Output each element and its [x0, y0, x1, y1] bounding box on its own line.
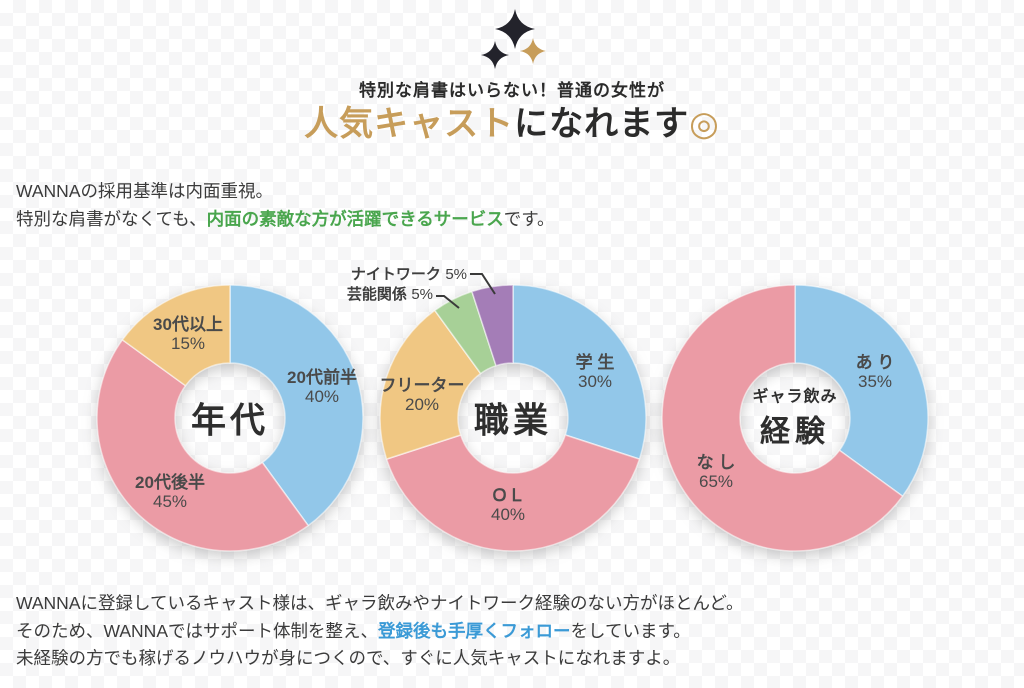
outro-line1: WANNAに登録しているキャスト様は、ギャラ飲みやナイトワーク経験のない方がほと…: [16, 593, 744, 613]
outro-highlight: 登録後も手厚くフォロー: [378, 620, 571, 641]
chart-occupation-title: 職業: [473, 401, 552, 441]
hero-title-mark: ◎: [689, 105, 720, 143]
segment-label: あ り 35%: [855, 353, 895, 391]
chart-occupation: 職業 学 生 30% ＯＬ 40% フリーター 20% 芸能関係 5% ナイトワ…: [347, 266, 648, 553]
hero-title-rest: になれます: [514, 105, 690, 143]
segment-label: フリーター 20%: [379, 376, 465, 414]
intro-highlight: 内面の素敵な方が活躍できるサービス: [206, 208, 504, 229]
segment-label: 20代前半 40%: [287, 368, 357, 406]
segment-label: 学 生 30%: [575, 353, 615, 391]
sparkle-icons: [481, 9, 546, 69]
leader-line-entertainment: [436, 295, 460, 309]
intro-line2: 特別な肩書がなくても、内面の素敵な方が活躍できるサービスです。: [16, 208, 555, 229]
segment-label: 30代以上 15%: [153, 315, 223, 353]
sparkle-large-icon: [495, 9, 535, 49]
segment-label: 20代後半 45%: [135, 473, 205, 511]
intro-paragraph: WANNAの採用基準は内面重視。 特別な肩書がなくても、内面の素敵な方が活躍でき…: [16, 178, 554, 233]
hero-subtitle: 特別な肩書はいらない！普通の女性が: [359, 81, 665, 100]
segment-label-entertainment: 芸能関係 5%: [346, 286, 433, 303]
chart-age: 年代 20代前半 40% 20代後半 45% 30代以上 15%: [95, 283, 365, 553]
chart-age-title: 年代: [190, 401, 269, 441]
segment-label: な し 65%: [696, 453, 736, 491]
intro-line1: WANNAの採用基準は内面重視。: [16, 181, 273, 201]
hero-title-highlight: 人気キャスト: [304, 105, 515, 143]
outro-paragraph: WANNAに登録しているキャスト様は、ギャラ飲みやナイトワーク経験のない方がほと…: [16, 590, 744, 673]
leader-line-nightwork: [470, 273, 496, 295]
segment-label: ＯＬ 40%: [490, 486, 526, 524]
outro-line3: 未経験の方でも稼げるノウハウが身につくので、すぐに人気キャストになれますよ。: [16, 648, 681, 668]
hero-title: 人気キャストになれます◎: [0, 96, 1024, 145]
sparkle-gold-icon: [520, 38, 546, 64]
sparkle-small-icon: [481, 41, 509, 69]
outro-line2: そのため、WANNAではサポート体制を整え、登録後も手厚くフォローをしています。: [16, 620, 691, 641]
segment-label-nightwork: ナイトワーク 5%: [350, 266, 467, 283]
chart-experience: ギャラ飲み 経験 あ り 35% な し 65%: [660, 283, 930, 553]
chart-experience-title: ギャラ飲み 経験: [752, 388, 838, 449]
